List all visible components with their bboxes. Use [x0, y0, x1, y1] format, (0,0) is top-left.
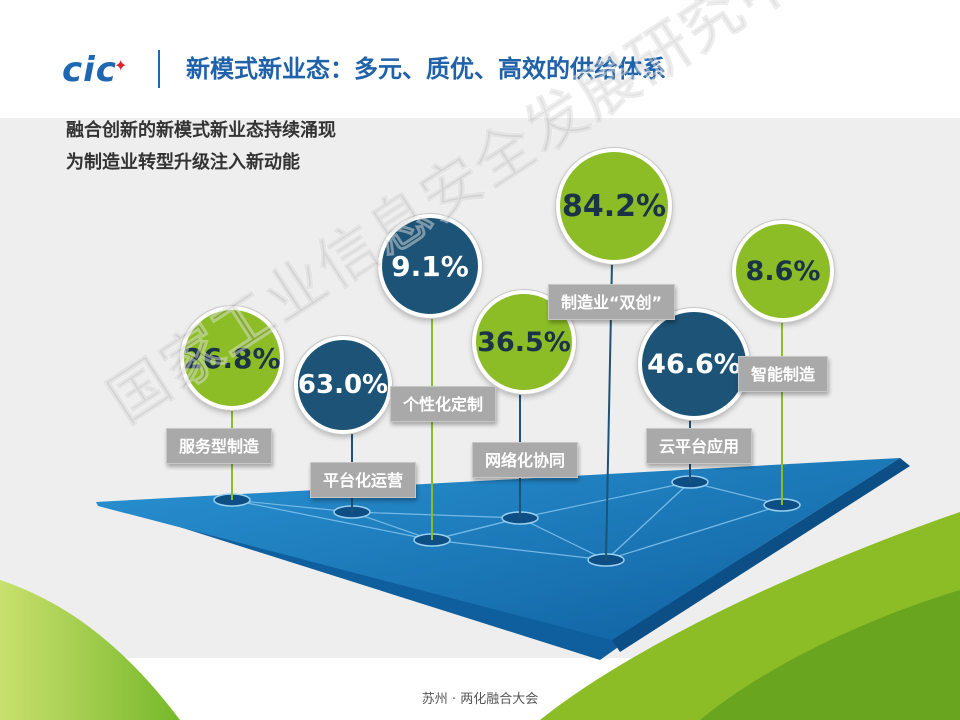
- logo-text: cic: [62, 50, 117, 90]
- bubble-service-manufacturing: 26.8%: [180, 306, 284, 410]
- header-divider: [158, 50, 160, 88]
- label-personalized-customization: 个性化定制: [390, 386, 497, 422]
- right-green-swoosh-dark: [700, 590, 960, 720]
- bubble-networked-collaboration: 36.5%: [472, 290, 576, 394]
- label-intelligent-manufacturing: 智能制造: [738, 356, 829, 392]
- bubble-manufacturing-innovation: 84.2%: [556, 148, 672, 264]
- label-manufacturing-innovation: 制造业“双创”: [548, 284, 676, 320]
- subtitle-line-1: 融合创新的新模式新业态持续涌现: [66, 120, 336, 141]
- page-title: 新模式新业态：多元、质优、高效的供给体系: [186, 55, 666, 83]
- bubble-platform-operation: 63.0%: [294, 336, 392, 434]
- footer-text: 苏州 · 两化融合大会: [421, 692, 539, 707]
- subtitle-line-2: 为制造业转型升级注入新动能: [66, 152, 300, 173]
- label-cloud-platform: 云平台应用: [646, 428, 753, 464]
- label-networked-collaboration: 网络化协同: [472, 442, 579, 478]
- label-platform-operation: 平台化运营: [310, 462, 417, 498]
- label-service-manufacturing: 服务型制造: [166, 428, 273, 464]
- bubble-intelligent-manufacturing: 8.6%: [732, 220, 834, 322]
- bubble-personalized-customization: 9.1%: [378, 214, 482, 318]
- left-green-swoosh: [0, 580, 180, 720]
- bubble-cloud-platform: 46.6%: [638, 308, 750, 420]
- logo-star-icon: ✦: [113, 56, 129, 75]
- cic-logo: cic✦: [62, 50, 131, 96]
- plane-top: [96, 458, 900, 640]
